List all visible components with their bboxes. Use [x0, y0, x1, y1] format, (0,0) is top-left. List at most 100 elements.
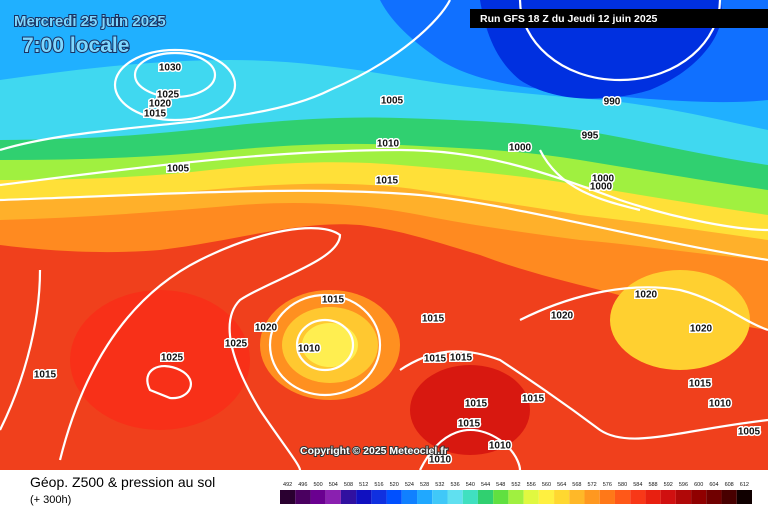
isobar-label: 1030 [159, 63, 182, 74]
legend-swatch [280, 490, 296, 504]
legend-value: 580 [618, 482, 627, 488]
legend-swatch [691, 490, 707, 504]
isobar-label: 1015 [522, 394, 545, 405]
isobar-label: 1020 [149, 99, 172, 110]
legend-swatch [462, 490, 478, 504]
isobar-label: 1015 [144, 109, 167, 120]
isobar-label: 1010 [298, 344, 321, 355]
legend-swatch [477, 490, 494, 504]
legend-swatch [706, 490, 722, 504]
legend-value: 504 [329, 482, 338, 488]
legend-swatch [721, 490, 737, 504]
footer-lead: (+ 300h) [30, 494, 71, 506]
legend-swatch [660, 490, 676, 504]
legend-value: 612 [740, 482, 749, 488]
isobar-label: 1020 [635, 290, 658, 301]
legend-swatch [736, 490, 752, 504]
footer-title: Géop. Z500 & pression au sol [30, 474, 215, 490]
isobar-label: 1015 [458, 419, 481, 430]
legend-value: 492 [283, 482, 292, 488]
legend-swatch [614, 490, 631, 504]
legend-value: 572 [588, 482, 597, 488]
legend-value: 516 [374, 482, 383, 488]
legend-value: 560 [542, 482, 551, 488]
legend-swatch [310, 490, 326, 504]
isobar-label: 1015 [450, 353, 473, 364]
isobar-label: 1015 [376, 176, 399, 187]
isobar-label: 1015 [465, 399, 488, 410]
legend-swatch [325, 490, 341, 504]
run-box [470, 9, 768, 28]
isobar-label: 1000 [592, 174, 615, 185]
isobar-label: 1005 [738, 427, 761, 438]
run-info: Run GFS 18 Z du Jeudi 12 juin 2025 [480, 13, 658, 25]
isobar-label: 1005 [381, 96, 404, 107]
isobar-label: 1015 [424, 354, 447, 365]
legend-swatch [371, 490, 387, 504]
legend-swatch [432, 490, 448, 504]
forecast-time: 7:00 locale [22, 34, 129, 57]
legend-swatch [356, 490, 372, 504]
forecast-date: Mercredi 25 juin 2025 [14, 13, 166, 30]
legend-value: 500 [313, 482, 322, 488]
legend-swatch [538, 490, 555, 504]
legend-value: 568 [572, 482, 581, 488]
isobar-label: 1000 [590, 182, 613, 193]
isobar-label: 1025 [157, 90, 180, 101]
legend-value: 564 [557, 482, 566, 488]
isobar-label: 990 [604, 97, 621, 108]
legend-value: 508 [344, 482, 353, 488]
isobar-label: 1015 [422, 314, 445, 325]
isobar-label: 1010 [429, 455, 452, 466]
isobar-label: 1025 [225, 339, 248, 350]
legend-swatch [599, 490, 615, 504]
legend-swatch [675, 490, 692, 504]
legend-value: 600 [694, 482, 703, 488]
isobar-label: 1010 [377, 139, 400, 150]
legend-swatch [630, 490, 646, 504]
isobar-label: 1015 [689, 379, 712, 390]
isobar-labels: 1030102510201015100510051010101599099510… [32, 61, 762, 467]
isobar-label: 1015 [322, 295, 345, 306]
legend-value: 584 [633, 482, 642, 488]
legend-value: 532 [435, 482, 444, 488]
legend-value: 528 [420, 482, 429, 488]
legend-swatch [493, 490, 509, 504]
legend-value: 520 [390, 482, 399, 488]
isobar-label: 1025 [161, 353, 184, 364]
legend-swatch [554, 490, 570, 504]
isobar-label: 1010 [489, 441, 512, 452]
isobar-label: 1005 [167, 164, 190, 175]
legend-value: 556 [527, 482, 536, 488]
isobar-label: 1000 [509, 143, 532, 154]
legend-swatch [386, 490, 402, 504]
legend-swatch [401, 490, 418, 504]
isobar-label: 1015 [34, 370, 57, 381]
legend-value: 604 [709, 482, 718, 488]
legend-value: 544 [481, 482, 490, 488]
legend-value: 608 [725, 482, 734, 488]
legend-value: 588 [648, 482, 657, 488]
legend-value: 592 [664, 482, 673, 488]
isobars [0, 0, 768, 471]
legend-value: 552 [511, 482, 520, 488]
legend-swatch [295, 490, 311, 504]
isobar-label: 1010 [709, 399, 732, 410]
legend-swatch [645, 490, 661, 504]
isobar-label: 1020 [255, 323, 278, 334]
legend-value: 496 [298, 482, 307, 488]
legend-value: 576 [603, 482, 612, 488]
legend-value: 536 [451, 482, 460, 488]
legend-swatch [417, 490, 433, 504]
isobar-label: 1020 [551, 311, 574, 322]
color-legend: 492 496 500 504 508 512 516 520 524 528 532 536 540 5… [280, 482, 752, 504]
legend-value: 524 [405, 482, 414, 488]
legend-swatch [340, 490, 357, 504]
isobar-label: 995 [582, 131, 599, 142]
legend-swatch [523, 490, 539, 504]
legend-value: 548 [496, 482, 505, 488]
legend-value: 512 [359, 482, 368, 488]
copyright: Copyright © 2025 Meteociel.fr [300, 445, 448, 457]
legend-value: 596 [679, 482, 688, 488]
legend-swatch [508, 490, 524, 504]
